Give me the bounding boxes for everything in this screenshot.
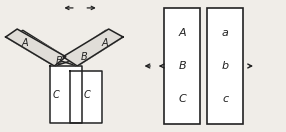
- Text: B: B: [81, 52, 88, 62]
- Text: A: A: [22, 38, 29, 48]
- Polygon shape: [60, 30, 123, 66]
- Text: a: a: [222, 29, 229, 38]
- Polygon shape: [6, 30, 72, 66]
- Text: A: A: [178, 29, 186, 38]
- Bar: [207, 8, 243, 124]
- Text: A: A: [102, 38, 109, 48]
- Text: c: c: [222, 94, 228, 103]
- Text: B: B: [178, 61, 186, 71]
- Text: b: b: [222, 61, 229, 71]
- Text: C: C: [178, 94, 186, 103]
- Text: C: C: [84, 90, 91, 100]
- Polygon shape: [50, 66, 82, 123]
- Polygon shape: [63, 29, 123, 66]
- Bar: [164, 8, 200, 124]
- Polygon shape: [6, 29, 66, 66]
- Text: C: C: [52, 90, 59, 100]
- Text: B: B: [55, 56, 62, 66]
- Polygon shape: [70, 71, 102, 123]
